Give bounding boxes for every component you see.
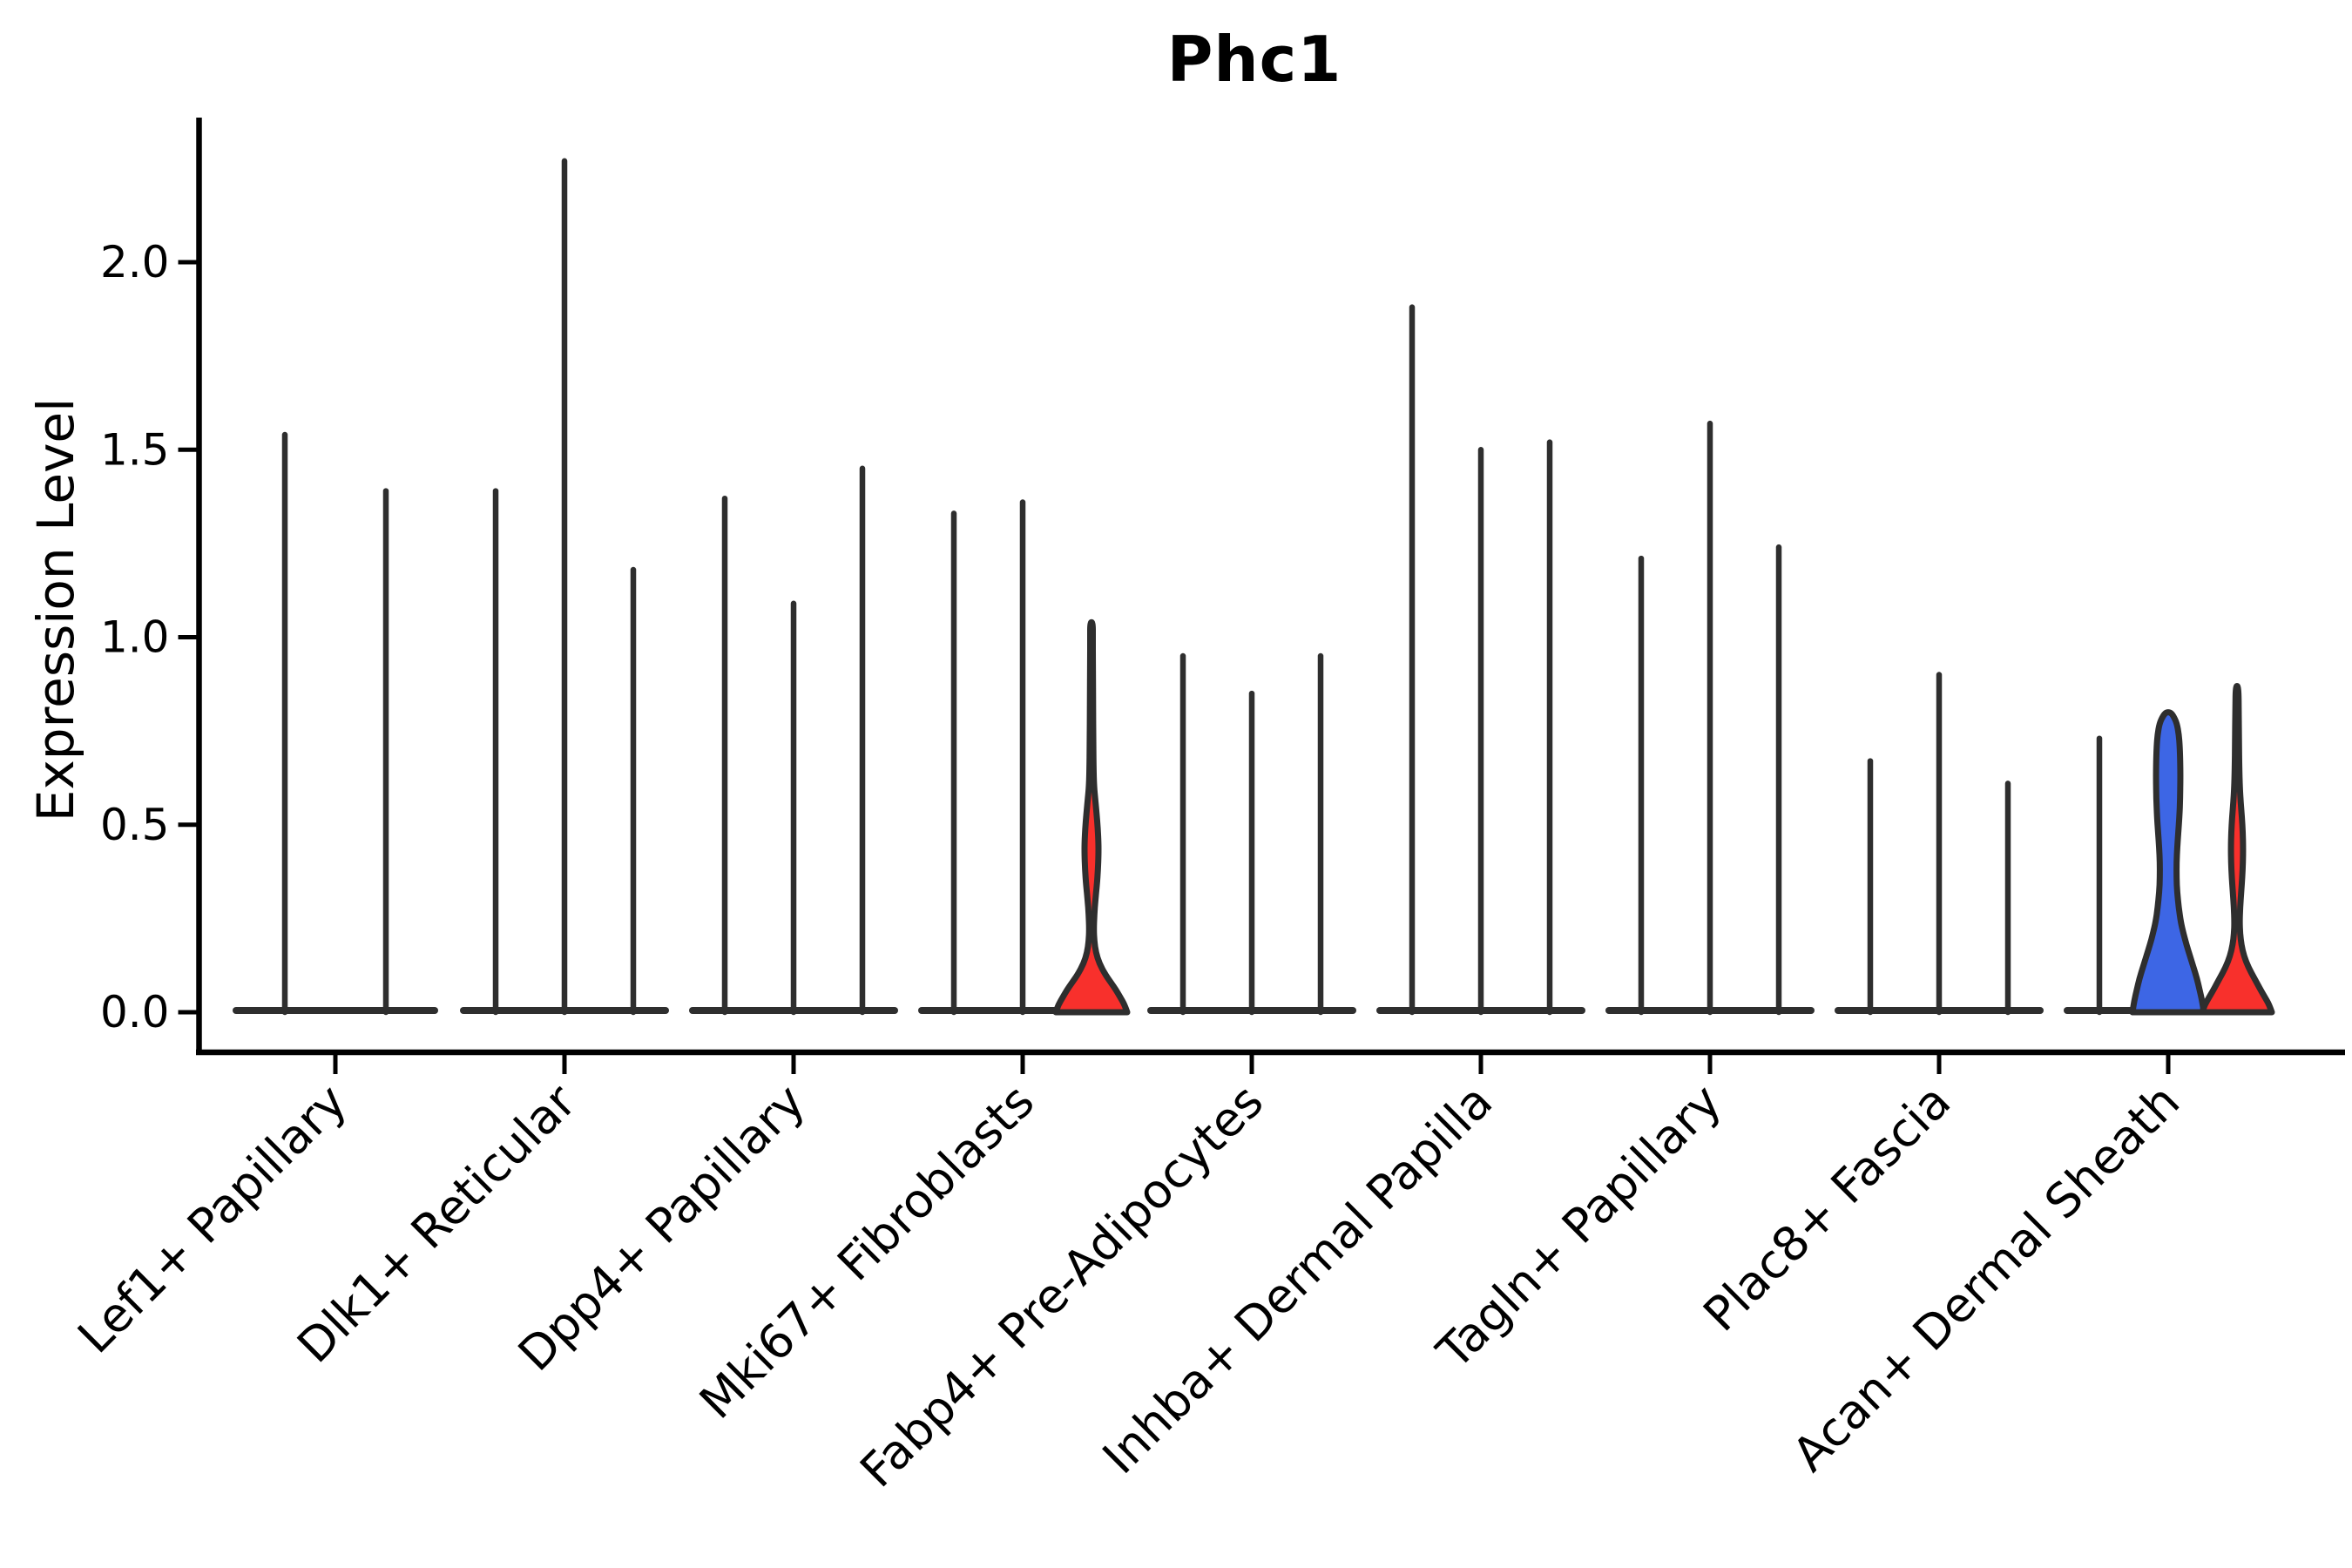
x-tick-label: Acan+ Dermal Sheath xyxy=(1782,1074,2190,1482)
chart-title: Phc1 xyxy=(1166,23,1342,96)
x-tick-label: Plac8+ Fascia xyxy=(1693,1074,1961,1342)
y-tick-label: 0.5 xyxy=(100,800,170,850)
x-tick-label: Fabp4+ Pre-Adipocytes xyxy=(849,1074,1274,1498)
y-tick-label: 2.0 xyxy=(100,237,170,287)
y-tick-label: 0.0 xyxy=(100,987,170,1037)
violin-body-red xyxy=(2199,683,2275,1016)
violin-body-blue xyxy=(2129,709,2207,1016)
y-tick-label: 1.5 xyxy=(100,424,170,475)
y-tick-label: 1.0 xyxy=(100,612,170,663)
violin-body-red xyxy=(1052,618,1131,1016)
x-tick-label: Inhba+ Dermal Papilla xyxy=(1092,1074,1503,1484)
